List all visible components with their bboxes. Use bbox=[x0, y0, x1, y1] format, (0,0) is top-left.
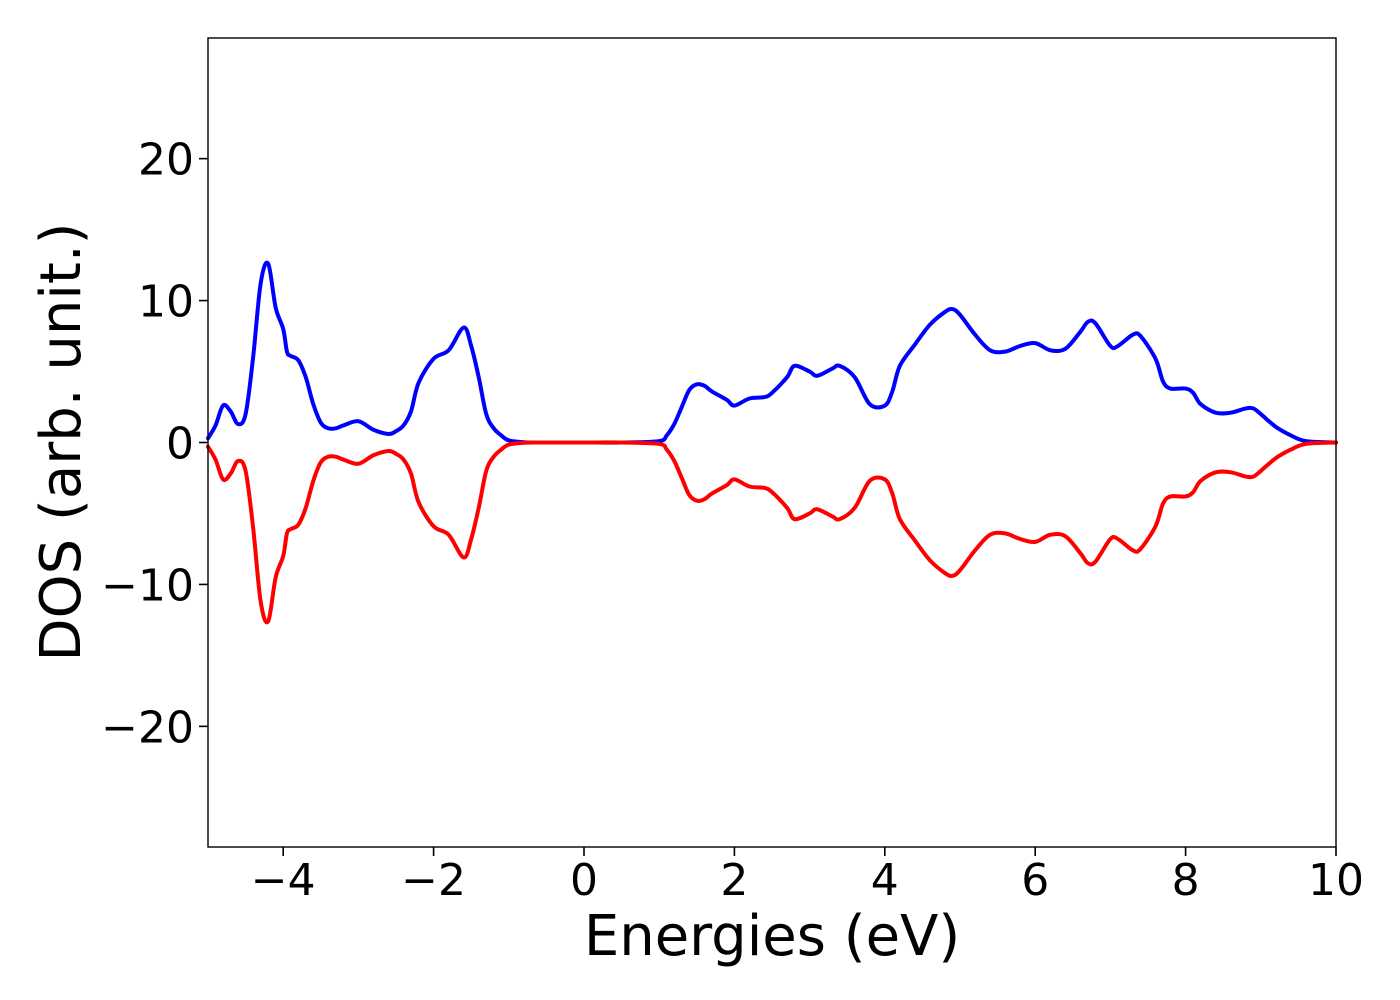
plot-frame bbox=[207, 37, 1337, 848]
y-tick-label: −10 bbox=[101, 560, 194, 611]
x-tick-label: 0 bbox=[570, 855, 598, 906]
x-tick-label: 6 bbox=[1021, 855, 1049, 906]
x-tick-label: −4 bbox=[251, 855, 316, 906]
series-layer bbox=[206, 260, 1338, 625]
y-axis: 20 10 0 −10 −20 bbox=[101, 135, 208, 753]
y-tick-label: 10 bbox=[138, 277, 194, 328]
x-tick-label: 4 bbox=[871, 855, 899, 906]
plot-area bbox=[206, 37, 1338, 848]
x-axis: −4 −2 0 2 4 6 8 10 bbox=[251, 847, 1364, 906]
y-tick-label: 20 bbox=[138, 135, 194, 186]
x-axis-title: Energies (eV) bbox=[584, 904, 960, 969]
x-tick-label: 8 bbox=[1172, 855, 1200, 906]
series-line-down bbox=[206, 440, 1338, 625]
x-tick-label: 2 bbox=[720, 855, 748, 906]
y-axis-title: DOS (arb. unit.) bbox=[29, 222, 94, 661]
series-line-up bbox=[206, 260, 1338, 445]
y-tick-label: −20 bbox=[101, 702, 194, 753]
x-tick-label: −2 bbox=[401, 855, 466, 906]
y-tick-label: 0 bbox=[166, 419, 194, 470]
x-tick-label: 10 bbox=[1308, 855, 1364, 906]
